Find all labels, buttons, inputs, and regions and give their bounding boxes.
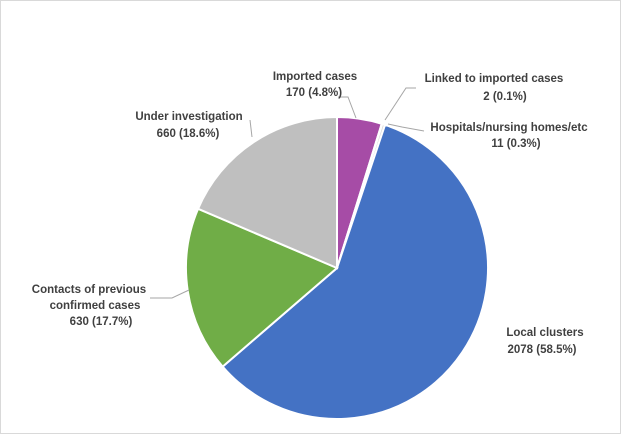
slice-contacts bbox=[185, 207, 339, 369]
label-hospitals-name: Hospitals/nursing homes/etc bbox=[430, 122, 588, 134]
label-contacts-name-2: confirmed cases bbox=[50, 300, 141, 312]
leader-linked bbox=[384, 87, 416, 121]
label-linked-value: 2 (0.1%) bbox=[483, 91, 527, 103]
leader-contacts bbox=[150, 289, 190, 299]
leader-imported bbox=[338, 96, 357, 119]
label-imported-value: 170 (4.8%) bbox=[286, 87, 342, 99]
leader-hospitals bbox=[387, 123, 425, 132]
label-under-investigation-value: 660 (18.6%) bbox=[157, 128, 220, 140]
label-local-value: 2078 (58.5%) bbox=[507, 344, 576, 356]
label-local-name: Local clusters bbox=[506, 327, 583, 339]
leader-under-investigation bbox=[249, 119, 253, 138]
label-contacts-value: 630 (17.7%) bbox=[70, 316, 133, 328]
label-under-investigation-name: Under investigation bbox=[135, 111, 242, 123]
slice-under-investigation bbox=[196, 115, 338, 270]
slice-local-clusters bbox=[221, 123, 489, 420]
label-imported-name: Imported cases bbox=[273, 71, 357, 83]
label-linked-name: Linked to imported cases bbox=[425, 73, 564, 85]
leader-lines bbox=[150, 87, 425, 299]
label-contacts-name-1: Contacts of previous bbox=[32, 284, 146, 296]
data-labels: Imported cases 170 (4.8%) Linked to impo… bbox=[32, 71, 588, 356]
pie-slices bbox=[185, 115, 489, 420]
label-hospitals-value: 11 (0.3%) bbox=[491, 138, 540, 150]
